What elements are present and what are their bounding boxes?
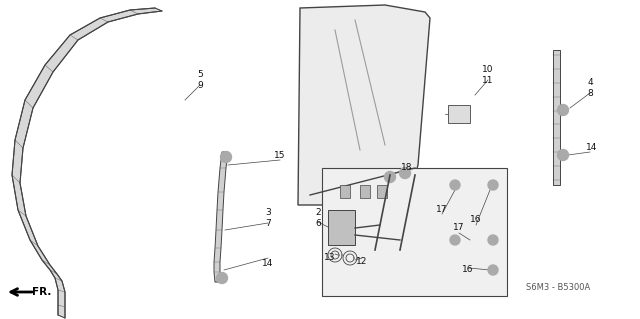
Polygon shape <box>377 185 387 198</box>
Polygon shape <box>360 185 370 198</box>
Text: 17: 17 <box>453 224 465 233</box>
Text: 16: 16 <box>470 216 482 225</box>
Circle shape <box>557 150 568 160</box>
Bar <box>448 105 470 123</box>
Circle shape <box>221 152 232 162</box>
Text: 4
8: 4 8 <box>587 78 593 98</box>
Circle shape <box>488 180 498 190</box>
Polygon shape <box>298 5 430 205</box>
Polygon shape <box>340 185 350 198</box>
Text: 16: 16 <box>462 265 474 275</box>
Circle shape <box>488 265 498 275</box>
Circle shape <box>488 235 498 245</box>
Circle shape <box>450 235 460 245</box>
Polygon shape <box>553 50 560 185</box>
Text: 17: 17 <box>436 205 448 214</box>
Text: 5
9: 5 9 <box>197 70 203 90</box>
Text: 10
11: 10 11 <box>483 65 493 85</box>
Polygon shape <box>12 8 162 318</box>
Circle shape <box>450 180 460 190</box>
Text: 14: 14 <box>262 258 274 268</box>
Text: 2
6: 2 6 <box>315 208 321 228</box>
Text: FR.: FR. <box>32 287 51 297</box>
Text: 13: 13 <box>324 254 336 263</box>
Text: 14: 14 <box>586 144 598 152</box>
Circle shape <box>216 272 227 284</box>
Text: 18: 18 <box>401 164 413 173</box>
Polygon shape <box>214 152 228 282</box>
Text: 3
7: 3 7 <box>265 208 271 228</box>
Circle shape <box>399 167 410 179</box>
Circle shape <box>385 172 396 182</box>
Polygon shape <box>328 210 355 245</box>
Circle shape <box>557 105 568 115</box>
Text: 1: 1 <box>453 110 459 120</box>
Text: S6M3 - B5300A: S6M3 - B5300A <box>526 284 590 293</box>
Text: 12: 12 <box>356 257 368 266</box>
Bar <box>322 168 507 296</box>
Text: 15: 15 <box>275 151 285 160</box>
